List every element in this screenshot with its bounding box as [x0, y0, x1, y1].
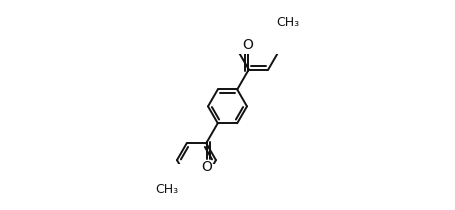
Text: O: O [243, 38, 253, 52]
Text: CH₃: CH₃ [277, 16, 299, 29]
Text: O: O [202, 160, 212, 175]
Text: CH₃: CH₃ [156, 183, 178, 196]
